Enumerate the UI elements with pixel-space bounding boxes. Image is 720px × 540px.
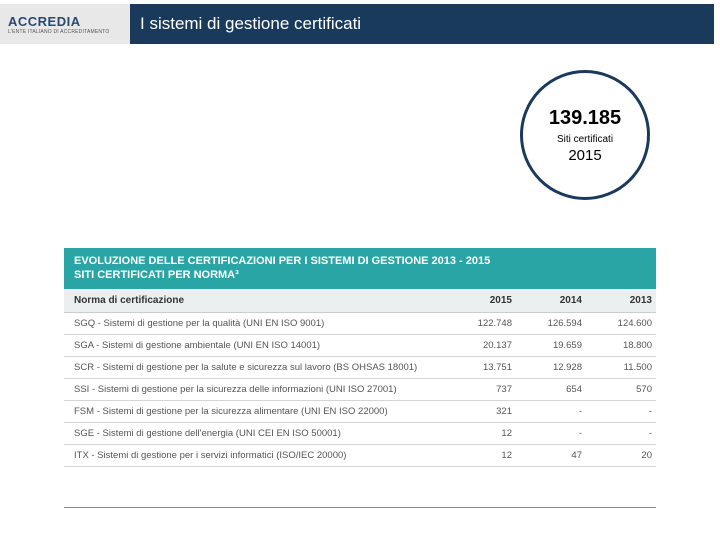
- cell-2013: 570: [586, 379, 656, 400]
- cell-2015: 321: [446, 401, 516, 422]
- cell-norma: SCR - Sistemi di gestione per la salute …: [64, 357, 446, 378]
- table-title-line2: SITI CERTIFICATI PER NORMA³: [74, 269, 239, 281]
- table-row: SGE - Sistemi di gestione dell'energia (…: [64, 423, 656, 445]
- cell-norma: SGA - Sistemi di gestione ambientale (UN…: [64, 335, 446, 356]
- cell-2014: 47: [516, 445, 586, 466]
- badge-number: 139.185: [549, 107, 621, 130]
- cell-2015: 122.748: [446, 313, 516, 334]
- logo: ACCREDIA L'ENTE ITALIANO DI ACCREDITAMEN…: [0, 4, 130, 44]
- cell-2015: 12: [446, 423, 516, 444]
- table-column-header: Norma di certificazione 2015 2014 2013: [64, 289, 656, 313]
- col-2015: 2015: [446, 289, 516, 312]
- cell-norma: SSI - Sistemi di gestione per la sicurez…: [64, 379, 446, 400]
- cell-2014: -: [516, 423, 586, 444]
- header-bar: ACCREDIA L'ENTE ITALIANO DI ACCREDITAMEN…: [0, 4, 714, 44]
- cell-2014: 654: [516, 379, 586, 400]
- page-title: I sistemi di gestione certificati: [140, 14, 361, 34]
- footer-divider: [64, 507, 656, 508]
- stat-badge: 139.185 Siti certificati 2015: [520, 70, 650, 200]
- cell-norma: SGQ - Sistemi di gestione per la qualità…: [64, 313, 446, 334]
- cell-2013: -: [586, 401, 656, 422]
- cell-norma: FSM - Sistemi di gestione per la sicurez…: [64, 401, 446, 422]
- table-row: SGQ - Sistemi di gestione per la qualità…: [64, 313, 656, 335]
- cell-2014: 12.928: [516, 357, 586, 378]
- cell-2013: 11.500: [586, 357, 656, 378]
- col-2014: 2014: [516, 289, 586, 312]
- cell-2015: 737: [446, 379, 516, 400]
- table-row: SSI - Sistemi di gestione per la sicurez…: [64, 379, 656, 401]
- cell-2013: 124.600: [586, 313, 656, 334]
- logo-sub-text: L'ENTE ITALIANO DI ACCREDITAMENTO: [8, 29, 130, 35]
- cell-norma: ITX - Sistemi di gestione per i servizi …: [64, 445, 446, 466]
- cell-2014: 19.659: [516, 335, 586, 356]
- cell-2014: -: [516, 401, 586, 422]
- cell-norma: SGE - Sistemi di gestione dell'energia (…: [64, 423, 446, 444]
- table-title-line1: EVOLUZIONE DELLE CERTIFICAZIONI PER I SI…: [74, 255, 490, 267]
- badge-year: 2015: [568, 147, 601, 164]
- table-body: SGQ - Sistemi di gestione per la qualità…: [64, 313, 656, 467]
- certification-table: EVOLUZIONE DELLE CERTIFICAZIONI PER I SI…: [64, 248, 656, 467]
- table-title: EVOLUZIONE DELLE CERTIFICAZIONI PER I SI…: [64, 248, 656, 289]
- table-row: SCR - Sistemi di gestione per la salute …: [64, 357, 656, 379]
- col-norma: Norma di certificazione: [64, 289, 446, 312]
- cell-2015: 12: [446, 445, 516, 466]
- cell-2015: 13.751: [446, 357, 516, 378]
- cell-2015: 20.137: [446, 335, 516, 356]
- col-2013: 2013: [586, 289, 656, 312]
- cell-2013: -: [586, 423, 656, 444]
- table-row: ITX - Sistemi di gestione per i servizi …: [64, 445, 656, 467]
- table-row: SGA - Sistemi di gestione ambientale (UN…: [64, 335, 656, 357]
- logo-main-text: ACCREDIA: [8, 14, 130, 29]
- cell-2014: 126.594: [516, 313, 586, 334]
- cell-2013: 20: [586, 445, 656, 466]
- badge-label: Siti certificati: [557, 134, 613, 145]
- cell-2013: 18.800: [586, 335, 656, 356]
- table-row: FSM - Sistemi di gestione per la sicurez…: [64, 401, 656, 423]
